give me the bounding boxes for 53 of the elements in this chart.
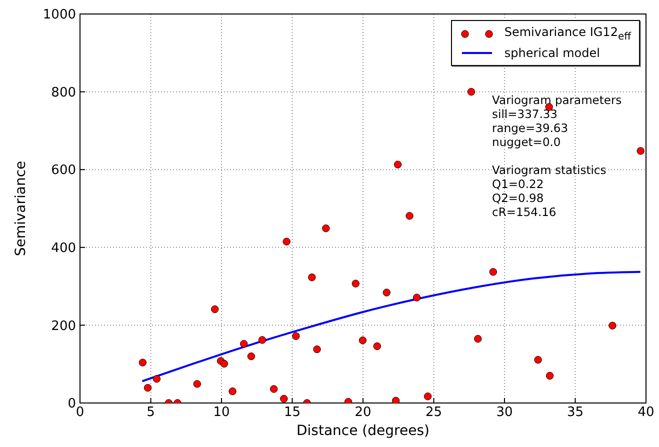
point bbox=[322, 224, 330, 232]
point bbox=[382, 288, 390, 296]
point bbox=[358, 336, 367, 344]
x-tick-label: 20 bbox=[354, 405, 372, 420]
point bbox=[534, 356, 542, 364]
y-axis-title: Semivariance bbox=[12, 160, 29, 256]
y-tick-label: 600 bbox=[51, 163, 76, 178]
point bbox=[489, 268, 498, 276]
point bbox=[392, 396, 400, 403]
point bbox=[636, 147, 644, 155]
point bbox=[211, 305, 219, 314]
point bbox=[608, 322, 616, 330]
point bbox=[220, 360, 228, 368]
point bbox=[193, 380, 202, 388]
y-tick-label: 200 bbox=[51, 318, 76, 334]
point bbox=[313, 345, 321, 354]
x-tick-label: 5 bbox=[146, 405, 155, 420]
point bbox=[292, 332, 300, 340]
point bbox=[424, 392, 432, 400]
point bbox=[546, 372, 554, 380]
point bbox=[270, 385, 278, 393]
point bbox=[152, 375, 161, 383]
y-tick-label: 400 bbox=[51, 241, 76, 256]
point bbox=[247, 352, 256, 360]
point bbox=[412, 294, 421, 302]
point bbox=[138, 358, 147, 366]
point bbox=[240, 340, 248, 348]
legend-label: Semivariance IG12$_{eff}$ bbox=[504, 24, 631, 42]
point bbox=[228, 387, 236, 396]
point bbox=[352, 280, 360, 288]
point bbox=[394, 160, 402, 168]
point bbox=[144, 384, 152, 392]
point bbox=[282, 238, 290, 246]
point bbox=[373, 342, 381, 350]
x-tick-label: 10 bbox=[213, 405, 230, 420]
y-tick-label: 1000 bbox=[42, 8, 76, 23]
point bbox=[258, 336, 266, 344]
line-series bbox=[141, 270, 642, 382]
annotation: Variogram parameters sill=337.33 range=39.63 nugget=0.0 bbox=[492, 93, 622, 150]
x-axis-title: Distance (degrees) bbox=[296, 423, 430, 439]
x-tick-label: 35 bbox=[566, 405, 584, 420]
x-tick-label: 15 bbox=[284, 405, 301, 420]
y-tick-label: 800 bbox=[51, 85, 76, 100]
point bbox=[308, 274, 316, 282]
x-tick-label: 40 bbox=[638, 405, 654, 420]
x-tick-label: 30 bbox=[496, 405, 513, 420]
point bbox=[406, 212, 414, 220]
annotation: Variogram statistics Q1=0.22 Q2=0.98 cR=154.16 bbox=[492, 163, 606, 220]
legend-label: spherical model bbox=[504, 46, 600, 60]
point bbox=[474, 334, 482, 343]
point bbox=[280, 394, 288, 403]
x-tick-label: 25 bbox=[425, 405, 442, 420]
point bbox=[467, 88, 476, 96]
